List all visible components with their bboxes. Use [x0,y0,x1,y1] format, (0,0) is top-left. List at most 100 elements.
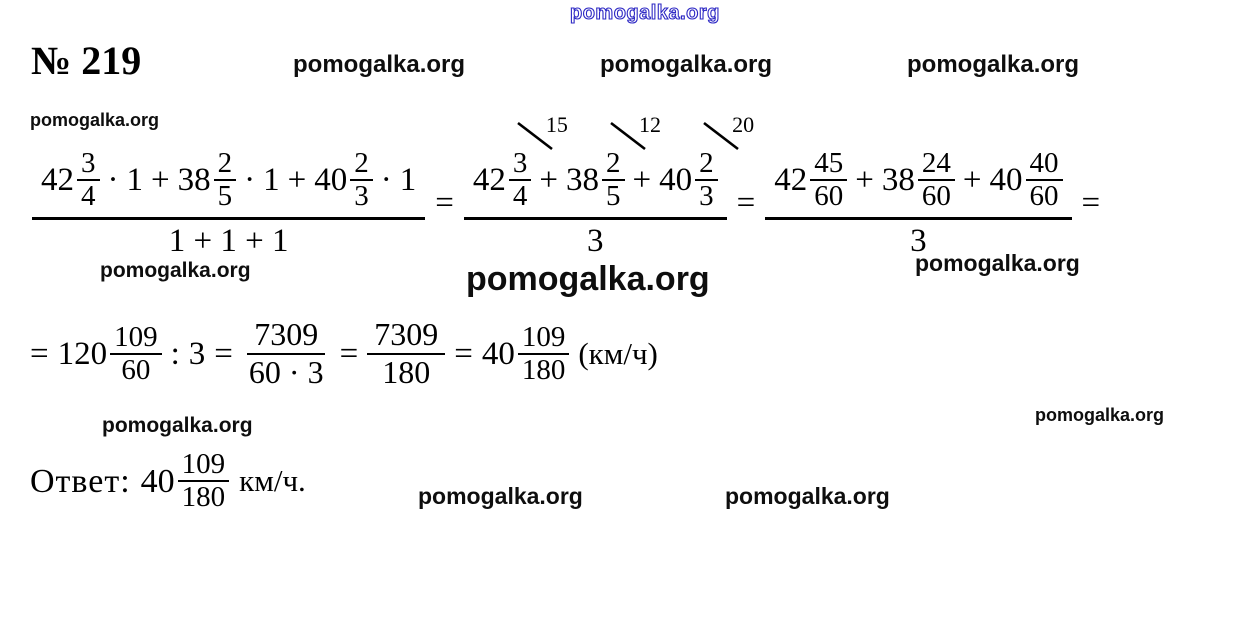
equals-sign: = [214,335,233,372]
watermark: pomogalka.org [30,110,160,130]
fraction-denominator: 60 [814,180,844,213]
mixed-number: 40 40 60 [990,147,1063,213]
whole-part: 42 [472,162,506,199]
watermark: pomogalka.org [1035,405,1165,425]
watermark-top-outline: pomogalka.org [569,2,720,24]
mixed-number: 38 24 60 [881,147,955,213]
fraction-denominator: 60 · 3 [248,353,324,390]
whole-part: 38 [177,162,211,199]
fraction-numerator: 2 [602,147,625,182]
fraction-common-denominator: 42 45 60 + 38 24 60 + 40 40 60 [765,147,1072,259]
fraction-numerator: 2 [350,147,373,182]
fraction-part: 15 3 4 [508,114,568,213]
equals-sign: = [1081,185,1101,222]
fraction-part: 109 60 [110,321,162,387]
watermark: pomogalka.org [293,51,466,78]
plus-sign: + [287,162,307,199]
multiply-sign: · [107,162,119,199]
fraction-denominator: 3 [354,180,369,213]
fraction-numerator: 109 [177,448,230,483]
plus-sign: + [151,162,170,199]
fraction-numerator: 7309 [247,316,326,355]
fraction-sums: 42 15 3 4 + 38 12 2 5 + 40 [463,114,754,259]
fraction-part: 20 2 3 [695,114,754,213]
whole-part: 120 [57,335,108,372]
plus-sign: + [962,162,982,199]
answer-label: Ответ: [30,462,131,500]
fraction-part: 45 60 [810,147,848,213]
fraction-denominator: 5 [217,180,233,213]
units-kmh: (км/ч) [578,335,658,371]
multiply-sign: · [244,162,256,199]
whole-part: 40 [659,162,693,199]
equals-sign: = [339,335,359,372]
fraction-numerator: 24 [917,147,955,182]
watermark: pomogalka.org [915,250,1080,276]
denominator: 3 [910,222,927,259]
common-denominator-factor: 20 [732,112,755,137]
mixed-number: 40 109 180 [481,321,570,387]
fraction-numerator: 45 [810,147,848,182]
watermark: pomogalka.org [907,51,1080,78]
denominator: 1 + 1 + 1 [168,222,289,259]
numerator: 42 15 3 4 + 38 12 2 5 + 40 [463,114,754,220]
fraction-part: 2 5 [213,147,237,213]
fraction-denominator: 4 [512,180,528,213]
equals-sign: = [454,335,473,372]
number-one: 1 [263,162,280,199]
number-one: 1 [126,162,144,199]
equation-line-1: 42 3 4 · 1 + 38 2 5 · 1 + 40 [32,114,1101,259]
cancel-slash-icon [517,121,553,151]
mixed-number: 38 2 5 [177,147,237,213]
fraction-numerator: 2 [695,147,718,182]
multiply-sign: · [380,162,392,199]
fraction-part: 109 180 [517,321,570,387]
cancel-slash-icon [610,121,646,151]
plus-sign: + [855,162,874,199]
common-denominator-factor: 12 [639,112,661,137]
mixed-number: 42 45 60 [774,147,848,213]
fraction-part: 109 180 [177,448,230,514]
common-denominator-factor: 15 [545,112,568,137]
numerator: 42 3 4 · 1 + 38 2 5 · 1 + 40 [32,147,426,220]
fraction-numerator: 40 [1025,147,1063,182]
whole-part: 38 [566,162,599,199]
numerator: 42 45 60 + 38 24 60 + 40 40 60 [765,147,1072,220]
mixed-number: 40 2 3 [314,147,373,213]
mixed-number: 40 109 180 [141,448,230,514]
mixed-number: 42 3 4 [41,147,100,213]
whole-part: 42 [41,162,74,199]
fraction-numerator: 3 [77,147,100,182]
fraction-denominator: 180 [521,353,566,386]
fraction-numerator: 2 [213,147,237,182]
equation-line-2: = 120 109 60 : 3 = 7309 60 · 3 = 7309 18… [30,316,658,391]
fraction-part: 2 3 [350,147,373,213]
fraction-denominator: 180 [382,353,431,390]
problem-number: № 219 [31,38,142,83]
whole-part: 40 [314,162,348,199]
mixed-number: 120 109 60 [57,321,162,387]
mixed-number: 40 20 2 3 [659,114,754,213]
fraction-numerator: 7309 [367,316,446,355]
mixed-number: 38 12 2 5 [566,114,661,213]
fraction-denominator: 4 [81,180,96,213]
answer-line: Ответ: 40 109 180 км/ч. [30,448,306,514]
fraction-products: 42 3 4 · 1 + 38 2 5 · 1 + 40 [32,147,426,259]
fraction-part: 40 60 [1025,147,1063,213]
fraction-part: 3 4 [77,147,100,213]
whole-part: 40 [481,335,515,372]
simple-fraction: 7309 60 · 3 [242,316,331,391]
watermark: pomogalka.org [600,51,773,78]
whole-part: 38 [881,162,915,199]
fraction-denominator: 3 [699,180,714,213]
simple-fraction: 7309 180 [367,316,446,391]
whole-part: 42 [774,162,808,199]
watermark: pomogalka.org [100,259,251,282]
denominator: 3 [587,222,604,259]
plus-sign: + [539,162,558,199]
cancel-slash-icon [703,121,739,151]
fraction-part: 24 60 [917,147,955,213]
equals-sign: = [30,335,49,372]
watermark-large: pomogalka.org [466,260,710,298]
division-colon: : [170,335,180,372]
